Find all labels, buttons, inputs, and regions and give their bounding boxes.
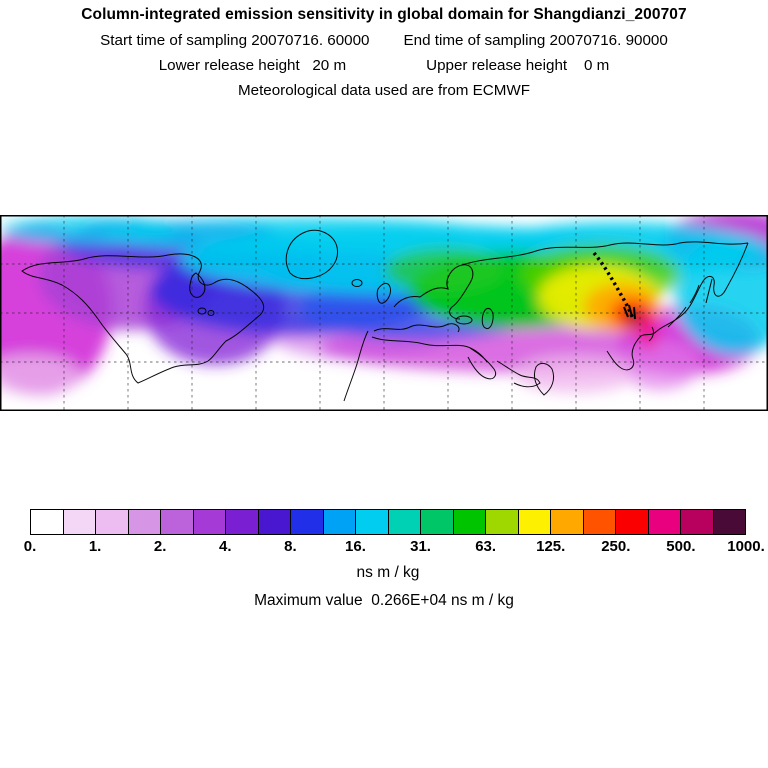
upper-release-label: Upper release height 0 m [426, 57, 610, 74]
colorbar-cell [647, 510, 680, 534]
colorbar-ticks: 0. 1. 2. 4. 8. 16. 31. 63. 125. 250. 500. 1000. [24, 538, 765, 558]
sampling-times-row: Start time of sampling 20070716. 60000 E… [0, 32, 768, 49]
sampling-end-label: End time of sampling 20070716. 90000 [403, 32, 668, 49]
met-data-row: Meteorological data used are from ECMWF [0, 82, 768, 99]
colorbar-tick-label: 16. [345, 538, 366, 555]
colorbar-bar [30, 509, 746, 535]
colorbar-tick-label: 1000. [727, 538, 765, 555]
colorbar-cell [680, 510, 713, 534]
colorbar-cell [387, 510, 420, 534]
colorbar-tick-label: 1. [88, 538, 102, 555]
station-mark-trail [592, 251, 636, 320]
colorbar-cell [550, 510, 583, 534]
colorbar-cell [420, 510, 453, 534]
colorbar-cell [192, 510, 225, 534]
colorbar-cell [582, 510, 615, 534]
colorbar-cell [225, 510, 258, 534]
max-value: Maximum value 0.266E+04 ns m / kg [254, 592, 514, 609]
world-sensitivity-map [0, 215, 768, 411]
sampling-start-label: Start time of sampling 20070716. 60000 [100, 32, 370, 49]
colorbar-tick-label: 8. [284, 538, 297, 555]
sensitivity-plume [0, 215, 768, 395]
colorbar-cell [517, 510, 550, 534]
colorbar-cell [355, 510, 388, 534]
colorbar-cell [290, 510, 323, 534]
colorbar-cell [452, 510, 485, 534]
figure-header: Column-integrated emission sensitivity i… [0, 6, 768, 99]
colorbar-cell [257, 510, 290, 534]
release-heights-row: Lower release height 20 m Upper release … [0, 57, 768, 74]
colorbar-tick-label: 4. [219, 538, 232, 555]
colorbar-cell [160, 510, 193, 534]
colorbar-tick-label: 250. [601, 538, 631, 555]
colorbar: 0. 1. 2. 4. 8. 16. 31. 63. 125. 250. 500. 1000. ns … [24, 509, 765, 582]
colorbar-tick-label: 2. [153, 538, 167, 555]
colorbar-tick-label: 31. [410, 538, 431, 555]
map-panel [0, 215, 768, 411]
graticule-grid [0, 215, 768, 411]
colorbar-tick-label: 0. [23, 538, 37, 555]
colorbar-cell [62, 510, 95, 534]
colorbar-tick-label: 63. [475, 538, 497, 555]
colorbar-cell [615, 510, 648, 534]
coastlines [21, 229, 749, 402]
colorbar-tick-label: 125. [536, 538, 566, 555]
colorbar-cell [322, 510, 355, 534]
colorbar-units: ns m / kg [356, 564, 420, 581]
colorbar-cell [95, 510, 128, 534]
colorbar-cell [31, 510, 63, 534]
figure-title: Column-integrated emission sensitivity i… [81, 6, 687, 23]
colorbar-cell [127, 510, 160, 534]
colorbar-cell [712, 510, 745, 534]
met-source-label: Meteorological data used are from ECMWF [237, 82, 531, 99]
map-border [0, 215, 768, 411]
lower-release-label: Lower release height 20 m [158, 57, 347, 74]
colorbar-tick-label: 500. [666, 538, 696, 555]
colorbar-cell [485, 510, 518, 534]
